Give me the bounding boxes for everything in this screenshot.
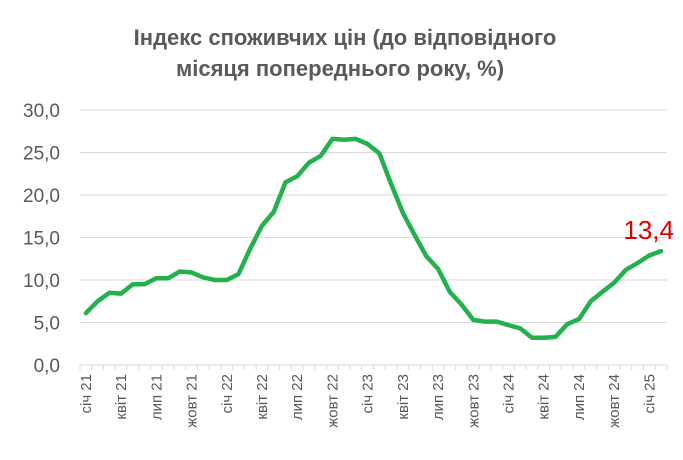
y-tick-label: 15,0	[23, 229, 60, 250]
x-tick-label: квіт 24	[536, 374, 553, 420]
chart-title-line-2: місяця попереднього року, %)	[176, 56, 504, 81]
x-tick-label: січ 24	[501, 374, 518, 414]
x-tick-label: квіт 23	[395, 374, 412, 420]
end-value-label: 13,4	[623, 215, 674, 245]
x-tick-label: жовт 21	[184, 374, 201, 428]
series-line	[83, 136, 664, 341]
x-tick-label: лип 23	[430, 374, 447, 420]
y-tick-label: 30,0	[23, 101, 60, 122]
y-tick-label: 10,0	[23, 271, 60, 292]
y-tick-label: 5,0	[34, 314, 60, 335]
y-axis-labels: 0,0 5,0 10,0 15,0 20,0 25,0 30,0	[23, 101, 60, 377]
x-tick-label: січ 23	[360, 374, 377, 414]
annotation-layer: 13,4	[623, 215, 674, 245]
x-tick-label: січ 21	[78, 374, 95, 414]
y-tick-label: 0,0	[34, 356, 60, 377]
x-tick-label: лип 24	[571, 374, 588, 420]
x-tick-label: січ 22	[219, 374, 236, 414]
series-layer	[83, 136, 664, 341]
y-tick-label: 20,0	[23, 186, 60, 207]
y-tick-label: 25,0	[23, 144, 60, 165]
x-tick-label: квіт 21	[113, 374, 130, 420]
x-tick-label: квіт 22	[254, 374, 271, 420]
x-tick-label: лип 21	[148, 374, 165, 420]
x-axis-labels: січ 21 квіт 21 лип 21 жовт 21 січ 22 квіт 22 л…	[78, 374, 659, 428]
chart-title-line-1: Індекс споживчих цін (до відповідного	[134, 25, 557, 50]
x-tick-label: січ 25	[641, 374, 658, 414]
x-tick-label: жовт 24	[606, 374, 623, 428]
x-tick-label: жовт 22	[324, 374, 341, 428]
x-tick-label: лип 22	[289, 374, 306, 420]
x-tick-label: жовт 23	[465, 374, 482, 428]
gridlines	[79, 109, 668, 370]
